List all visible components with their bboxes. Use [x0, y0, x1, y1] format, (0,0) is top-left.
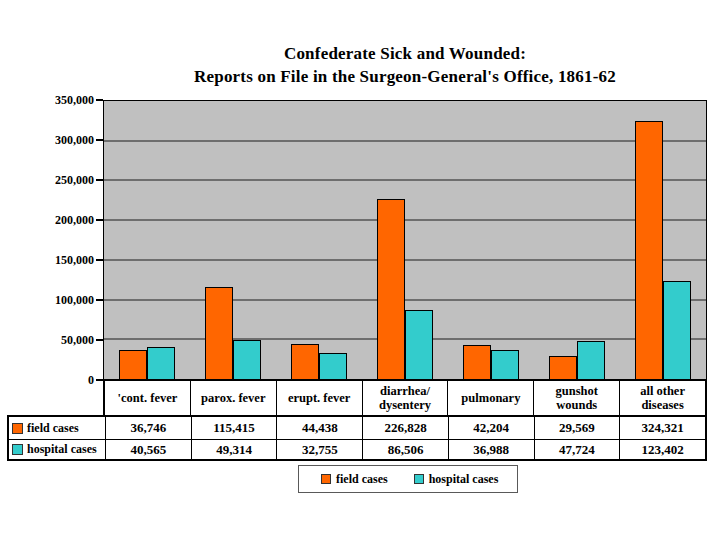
table-row-hospital-cases: hospital cases 40,56549,31432,75586,5063…: [7, 439, 707, 461]
bar-field-cases-5: [549, 356, 577, 379]
chart-legend: field cases hospital cases: [298, 465, 518, 493]
table-header-cell-3: diarrhea/ dysentery: [362, 381, 448, 415]
bar-field-cases-6: [635, 121, 663, 379]
bar-hospital-cases-2: [319, 353, 347, 379]
bar-field-cases-2: [291, 344, 319, 379]
row-label-field-cases: field cases: [9, 417, 105, 439]
row-label-text: field cases: [27, 421, 79, 436]
row-label-text: hospital cases: [27, 442, 97, 457]
row-label-hospital-cases: hospital cases: [9, 440, 105, 459]
legend-item-hospital-cases: hospital cases: [414, 472, 499, 487]
slide: Confederate Sick and Wounded: Reports on…: [0, 0, 720, 540]
bar-field-cases-1: [205, 287, 233, 379]
table-value-cell-1-0: 40,565: [105, 440, 191, 459]
table-value-cell-0-6: 324,321: [619, 417, 705, 439]
gridline: [104, 179, 706, 181]
y-axis-tick: [96, 299, 103, 301]
legend-item-field-cases: field cases: [321, 472, 388, 487]
bar-hospital-cases-4: [491, 350, 519, 379]
legend-label: field cases: [336, 472, 388, 487]
table-value-cell-0-2: 44,438: [276, 417, 362, 439]
gridline: [104, 259, 706, 261]
table-value-cell-1-4: 36,988: [448, 440, 534, 459]
table-value-cell-0-3: 226,828: [362, 417, 448, 439]
table-header-cell-5: gunshot wounds: [533, 381, 619, 415]
bar-field-cases-0: [119, 350, 147, 379]
table-value-cell-0-5: 29,569: [534, 417, 620, 439]
table-value-cell-1-3: 86,506: [362, 440, 448, 459]
bar-hospital-cases-5: [577, 341, 605, 379]
legend-label: hospital cases: [429, 472, 499, 487]
y-axis-tick: [96, 379, 103, 381]
y-axis-tick: [96, 339, 103, 341]
table-value-cell-0-0: 36,746: [105, 417, 191, 439]
bar-hospital-cases-3: [405, 310, 433, 379]
y-axis-label: 250,000: [0, 172, 94, 188]
table-value-cell-0-4: 42,204: [448, 417, 534, 439]
gridline: [104, 299, 706, 301]
y-axis-label: 100,000: [0, 292, 94, 308]
table-header-cell-4: pulmonary: [447, 381, 533, 415]
table-value-cell-1-5: 47,724: [534, 440, 620, 459]
table-value-cell-1-1: 49,314: [191, 440, 277, 459]
chart-title-line1: Confederate Sick and Wounded:: [90, 42, 720, 65]
bar-hospital-cases-6: [663, 281, 691, 379]
plot-area: [103, 100, 707, 380]
y-axis-tick: [96, 139, 103, 141]
table-value-cell-0-1: 115,415: [191, 417, 277, 439]
bar-hospital-cases-1: [233, 340, 261, 379]
bar-hospital-cases-0: [147, 347, 175, 379]
table-header-row: 'cont. feverparox. fevererupt. feverdiar…: [103, 379, 707, 415]
y-axis-tick: [96, 259, 103, 261]
table-header-cell-2: erupt. fever: [276, 381, 362, 415]
y-axis-label: 150,000: [0, 252, 94, 268]
chart-title-line2: Reports on File in the Surgeon-General's…: [90, 65, 720, 88]
table-header-cell-1: parox. fever: [190, 381, 276, 415]
gridline: [104, 140, 706, 142]
y-axis-label: 0: [0, 372, 94, 388]
table-header-cell-6: all other diseases: [619, 381, 705, 415]
hospital-cases-swatch-icon: [12, 444, 23, 455]
gridline: [104, 219, 706, 221]
field-cases-swatch-icon: [12, 423, 23, 434]
y-axis-tick: [96, 179, 103, 181]
y-axis-label: 200,000: [0, 212, 94, 228]
table-value-cell-1-2: 32,755: [276, 440, 362, 459]
bar-field-cases-3: [377, 199, 405, 379]
hospital-cases-legend-swatch-icon: [414, 474, 424, 484]
y-axis-tick: [96, 219, 103, 221]
y-axis-label: 50,000: [0, 332, 94, 348]
chart-title: Confederate Sick and Wounded: Reports on…: [90, 42, 720, 88]
y-axis-label: 300,000: [0, 132, 94, 148]
bar-field-cases-4: [463, 345, 491, 379]
table-value-cell-1-6: 123,402: [619, 440, 705, 459]
y-axis-tick: [96, 99, 103, 101]
field-cases-legend-swatch-icon: [321, 474, 331, 484]
table-header-cell-0: 'cont. fever: [103, 381, 190, 415]
table-row-field-cases: field cases 36,746115,41544,438226,82842…: [7, 415, 707, 439]
y-axis-label: 350,000: [0, 92, 94, 108]
